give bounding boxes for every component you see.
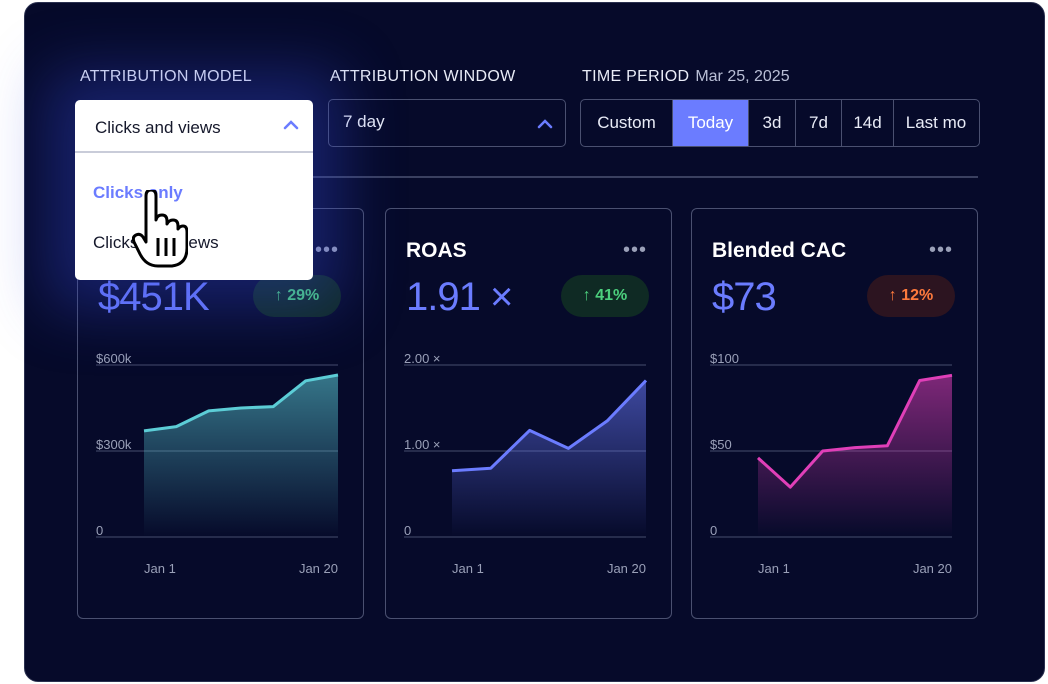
change-badge: ↑ 12% (867, 275, 955, 317)
x-tick-label: Jan 20 (607, 561, 646, 576)
attribution-model-label: ATTRIBUTION MODEL (80, 68, 252, 85)
y-tick-label: 0 (96, 523, 103, 538)
attribution-model-select[interactable]: Clicks and views (75, 100, 313, 153)
option-clicks-only[interactable]: Clicks only (93, 183, 183, 202)
change-badge: ↑ 41% (561, 275, 649, 317)
y-tick-label: $100 (710, 351, 739, 366)
x-tick-label: Jan 1 (758, 561, 790, 576)
y-tick-label: 0 (404, 523, 411, 538)
more-icon[interactable]: ••• (622, 239, 647, 261)
x-tick-label: Jan 1 (452, 561, 484, 576)
y-tick-label: $300k (96, 437, 132, 452)
cac-chart: $100 $50 0 Jan 1 Jan 20 (710, 351, 953, 576)
card-value: $451K (98, 275, 210, 319)
card-value: 1.91 × (406, 275, 513, 319)
y-tick-label: 2.00 × (404, 351, 441, 366)
y-tick-label: $600k (96, 351, 132, 366)
attribution-model-dropdown[interactable]: Clicks and views Clicks only Clicks and … (75, 100, 313, 280)
change-value: 29% (287, 287, 320, 304)
metric-card-roas: ROAS ••• 1.91 × ↑ 41% 2.00 × 1.00 × 0 Jan 1… (385, 208, 672, 619)
revenue-chart: $600k $300k 0 Jan 1 Jan 20 (96, 351, 339, 576)
series-line (143, 373, 339, 433)
period-custom[interactable]: Custom (581, 100, 673, 146)
series-line (451, 379, 648, 473)
period-last-month[interactable]: Last mo (905, 113, 967, 132)
period-3d[interactable]: 3d (749, 100, 796, 146)
arrow-up-icon: ↑ (582, 287, 596, 304)
metric-card-cac: Blended CAC ••• $73 ↑ 12% $100 $50 0 Jan 1 J… (691, 208, 978, 619)
series-area (758, 375, 952, 537)
change-value: 12% (901, 287, 934, 304)
x-tick-label: Jan 1 (144, 561, 176, 576)
roas-chart: 2.00 × 1.00 × 0 Jan 1 Jan 20 (404, 351, 648, 576)
y-tick-label: 0 (710, 523, 717, 538)
card-title: ROAS (406, 239, 467, 262)
series-area (452, 380, 646, 537)
attribution-window-value: 7 day (343, 112, 385, 131)
period-14d[interactable]: 14d (842, 100, 894, 146)
x-tick-label: Jan 20 (913, 561, 952, 576)
period-today[interactable]: Today (673, 100, 749, 146)
hand-cursor-icon (132, 190, 188, 268)
attribution-model-value: Clicks and views (95, 118, 221, 137)
time-period-label: TIME PERIOD Mar 25, 2025 (582, 68, 790, 86)
more-icon[interactable]: ••• (314, 239, 339, 261)
attribution-window-label: ATTRIBUTION WINDOW (330, 68, 516, 85)
x-tick-label: Jan 20 (299, 561, 338, 576)
time-period-segmented: Custom Today 3d 7d 14d Last mo (580, 99, 980, 147)
arrow-up-icon: ↑ (888, 287, 902, 304)
card-title: Blended CAC (712, 239, 847, 262)
time-period-date: Mar 25, 2025 (695, 68, 790, 85)
chevron-up-icon (283, 120, 299, 130)
card-value: $73 (712, 275, 777, 319)
y-tick-label: 1.00 × (404, 437, 441, 452)
metric-card-revenue: ••• $451K ↑ 29% $600k $300k 0 Jan 1 Jan 20 (77, 208, 364, 619)
more-icon[interactable]: ••• (928, 239, 953, 261)
change-value: 41% (595, 287, 628, 304)
attribution-window-select[interactable]: 7 day (328, 99, 566, 147)
series-line (756, 373, 953, 489)
y-tick-label: $50 (710, 437, 732, 452)
divider (78, 176, 978, 178)
period-7d[interactable]: 7d (796, 100, 842, 146)
arrow-up-icon: ↑ (274, 287, 288, 304)
time-period-title: TIME PERIOD (582, 68, 690, 85)
change-badge: ↑ 29% (253, 275, 341, 317)
series-area (144, 375, 338, 537)
chevron-up-icon (537, 119, 553, 129)
